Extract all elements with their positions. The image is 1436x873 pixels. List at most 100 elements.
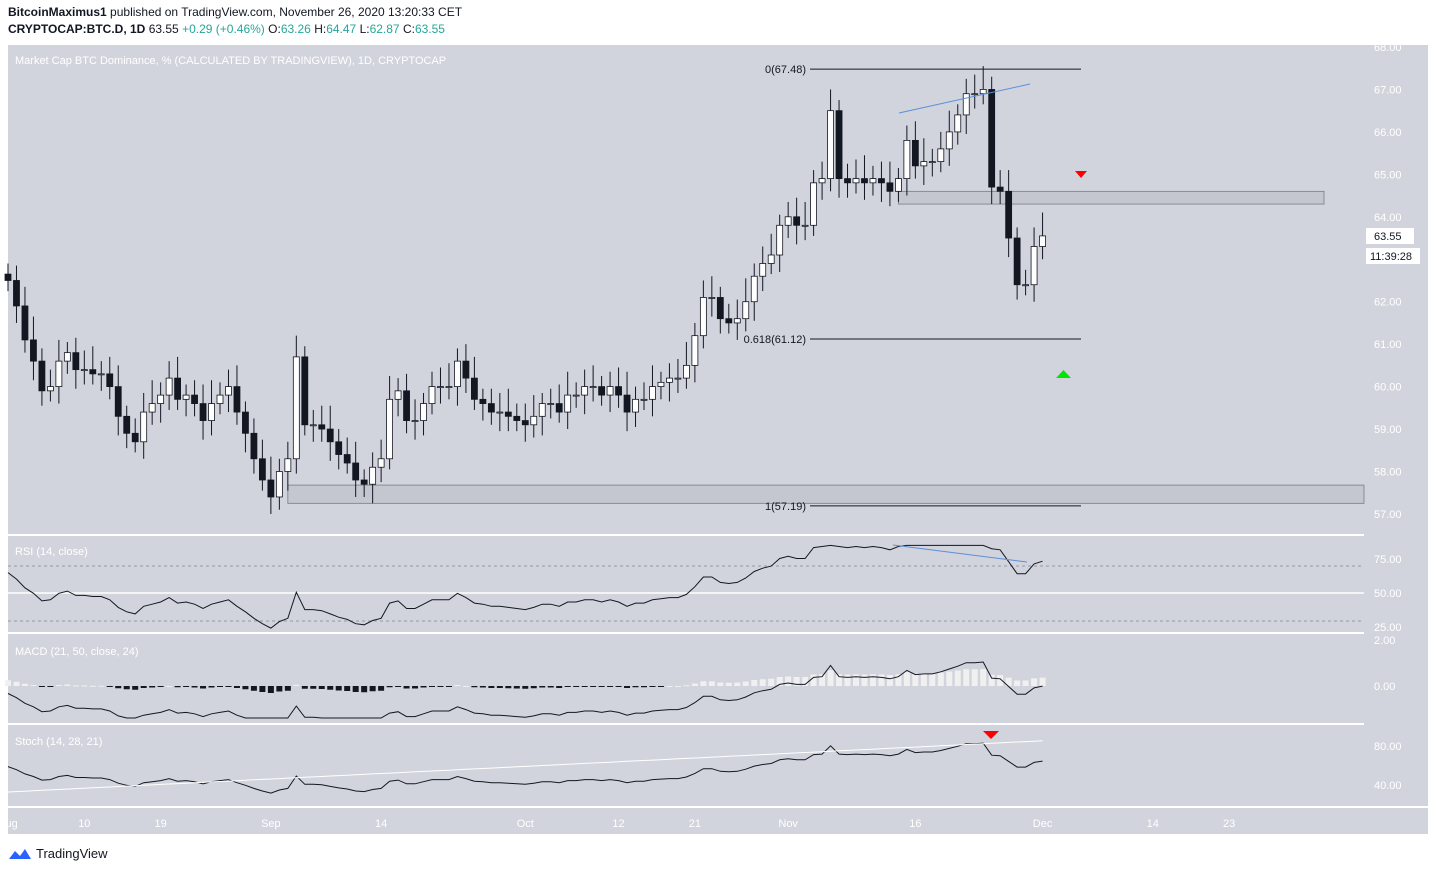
low-value: 62.87 [369, 22, 400, 36]
candle-body [784, 216, 792, 226]
macd-histogram-bar [429, 686, 435, 687]
candle-body [106, 373, 114, 387]
candle-body [572, 394, 580, 397]
y-tick-label: 66.00 [1374, 127, 1402, 139]
macd-histogram-bar [98, 685, 105, 687]
macd-histogram-bar [607, 686, 614, 687]
candle-body [199, 403, 207, 421]
candle-body [640, 398, 648, 401]
macd-histogram-bar [802, 677, 809, 686]
y-tick-label: 68.00 [1374, 42, 1402, 54]
macd-histogram-bar [946, 671, 953, 686]
candle-body [844, 178, 851, 184]
candle-body [267, 479, 275, 498]
candle-body [521, 420, 529, 426]
price-axis[interactable] [1364, 45, 1428, 806]
fib-level-label: 0.618(61.12) [744, 334, 806, 346]
macd-histogram-bar [1014, 680, 1021, 686]
candle-body [759, 263, 767, 277]
candle-body [470, 377, 478, 400]
macd-histogram-bar [836, 674, 843, 686]
macd-histogram-bar [276, 686, 283, 692]
candle-body [767, 254, 775, 264]
macd-histogram-bar [225, 686, 232, 687]
candle-body [394, 390, 402, 400]
candle-body [598, 386, 605, 396]
y-tick-label: 61.00 [1374, 339, 1402, 351]
candle-body [606, 386, 614, 396]
stoch-pane[interactable] [8, 725, 1364, 806]
candle-body [1030, 246, 1038, 286]
stoch-tick-label: 40.00 [1374, 780, 1402, 792]
macd-histogram-bar [700, 681, 707, 686]
candle-body [683, 364, 690, 379]
close-label: C: [402, 22, 415, 36]
x-tick-label: 14 [375, 818, 387, 830]
candle-body [911, 139, 919, 167]
macd-histogram-bar [920, 673, 927, 686]
x-tick-label: 19 [155, 818, 167, 830]
macd-line [7, 661, 1043, 719]
price-pane[interactable] [8, 45, 1364, 534]
macd-histogram-bar [5, 680, 11, 686]
candle-body [114, 386, 122, 417]
macd-histogram-bar [530, 686, 537, 689]
low-label: L: [359, 22, 370, 36]
x-tick-label: Oct [517, 818, 534, 830]
macd-histogram-bar [793, 677, 800, 686]
price-divergence-line [898, 83, 1031, 114]
candle-body [55, 360, 63, 388]
macd-histogram-bar [361, 686, 368, 693]
candle-body [886, 182, 894, 192]
author-name[interactable]: BitcoinMaximus1 [8, 5, 107, 19]
macd-histogram-bar [149, 686, 156, 688]
time-axis[interactable] [8, 808, 1428, 834]
stoch-red-arrow-icon [983, 731, 999, 739]
macd-histogram-bar [937, 672, 944, 686]
candle-body [793, 216, 801, 226]
macd-histogram-bar [395, 686, 402, 687]
macd-histogram-bar [929, 673, 936, 686]
candle-body [131, 432, 139, 443]
macd-histogram-bar [666, 686, 673, 687]
macd-histogram-bar [615, 686, 622, 687]
tradingview-logo[interactable]: TradingView [8, 846, 108, 861]
candle-body [776, 224, 784, 256]
macd-histogram-bar [590, 686, 597, 687]
macd-histogram-bar [886, 675, 893, 686]
x-tick-label: 10 [78, 818, 90, 830]
macd-histogram-bar [980, 669, 987, 686]
macd-histogram-bar [573, 686, 580, 687]
candle-body [38, 360, 46, 392]
candle-body [895, 178, 902, 192]
stoch-d-line [7, 740, 1043, 793]
macd-histogram-bar [539, 686, 546, 688]
candle-body [420, 403, 427, 421]
candle-body [699, 297, 707, 337]
candle-body [13, 280, 20, 307]
macd-histogram-bar [869, 674, 876, 686]
last-price: 63.55 [148, 22, 179, 36]
candle-body [292, 356, 300, 460]
green-arrow-up-icon [1056, 370, 1071, 378]
candle-body [326, 428, 334, 443]
candle-body [80, 369, 88, 372]
y-tick-label: 59.00 [1374, 424, 1402, 436]
rsi-pane[interactable] [8, 536, 1364, 632]
candle-body [733, 318, 741, 324]
candle-body [716, 297, 724, 320]
candle-body [275, 471, 283, 498]
candle-body [208, 403, 215, 421]
macd-histogram-bar [861, 674, 868, 686]
candle-body [4, 273, 12, 281]
macd-histogram-bar [21, 683, 28, 686]
candle-body [428, 386, 436, 404]
macd-histogram-bar [513, 686, 520, 689]
macd-histogram-bar [547, 686, 554, 688]
macd-pane[interactable] [8, 634, 1364, 723]
macd-histogram-bar [912, 673, 919, 686]
macd-histogram-bar [785, 676, 792, 686]
macd-histogram-bar [437, 686, 444, 687]
open-label: O: [268, 22, 281, 36]
